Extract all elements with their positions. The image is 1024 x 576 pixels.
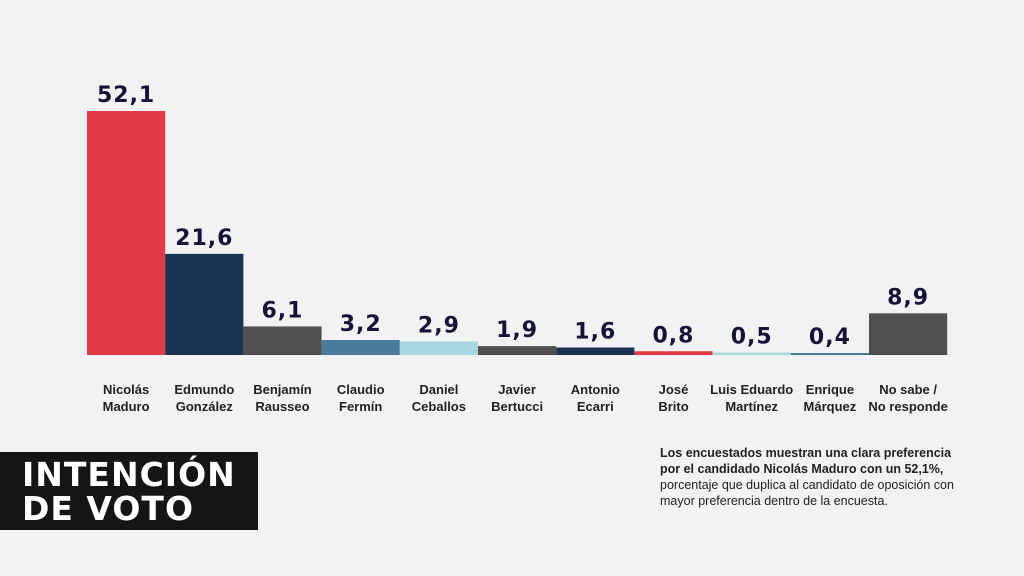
category-label-0-1: Maduro [103,399,150,414]
value-label-3: 3,2 [340,312,382,337]
note-bold-text: Los encuestados muestran una clara prefe… [660,446,952,476]
category-label-10-0: No sabe / [879,382,937,397]
bar-chart: 52,1 Nicolás Maduro 21,6 Edmundo González 6,1 B… [87,83,948,414]
value-label-8: 0,5 [731,325,773,350]
bar-0 [87,111,166,355]
bar-9 [790,353,869,355]
category-label-9-0: Enrique [806,382,854,397]
bar-8 [712,352,791,355]
category-label-8-1: Martínez [725,399,778,414]
value-label-7: 0,8 [653,323,695,348]
value-label-9: 0,4 [809,325,851,350]
category-label-10-1: No responde [868,399,947,414]
category-label-5-0: Javier [498,382,536,397]
note-normal-text: porcentaje que duplica al candidato de o… [660,478,954,508]
category-label-6-1: Ecarri [577,399,614,414]
category-label-6-0: Antonio [571,382,620,397]
title-line-1: INTENCIÓN [22,455,236,494]
value-label-10: 8,9 [887,285,929,310]
category-label-4-1: Ceballos [412,399,466,414]
category-label-1-0: Edmundo [174,382,234,397]
bar-6 [556,347,635,355]
category-label-3-0: Claudio [337,382,385,397]
value-label-0: 52,1 [97,83,155,108]
value-label-5: 1,9 [496,318,538,343]
category-label-1-1: González [176,399,234,414]
bar-1 [165,253,244,355]
bar-2 [243,326,322,355]
bar-3 [321,340,400,355]
bar-5 [478,346,557,355]
category-label-7-0: José [659,382,689,397]
category-label-2-1: Rausseo [255,399,309,414]
category-label-5-1: Bertucci [491,399,543,414]
bar-7 [634,351,713,355]
category-label-2-0: Benjamín [253,382,312,397]
chart-title-block: INTENCIÓN DE VOTO [0,452,258,530]
category-label-4-0: Daniel [419,382,458,397]
bar-4 [399,341,478,355]
value-label-4: 2,9 [418,313,460,338]
category-label-7-1: Brito [658,399,688,414]
category-label-3-1: Fermín [339,399,382,414]
chart-note: Los encuestados muestran una clara prefe… [660,445,960,509]
value-label-1: 21,6 [175,226,233,251]
value-label-2: 6,1 [262,298,304,323]
value-label-6: 1,6 [574,320,616,345]
category-label-9-1: Márquez [804,399,857,414]
category-label-8-0: Luis Eduardo [710,382,793,397]
title-line-2: DE VOTO [22,489,194,528]
category-label-0-0: Nicolás [103,382,149,397]
bar-10 [869,313,948,355]
